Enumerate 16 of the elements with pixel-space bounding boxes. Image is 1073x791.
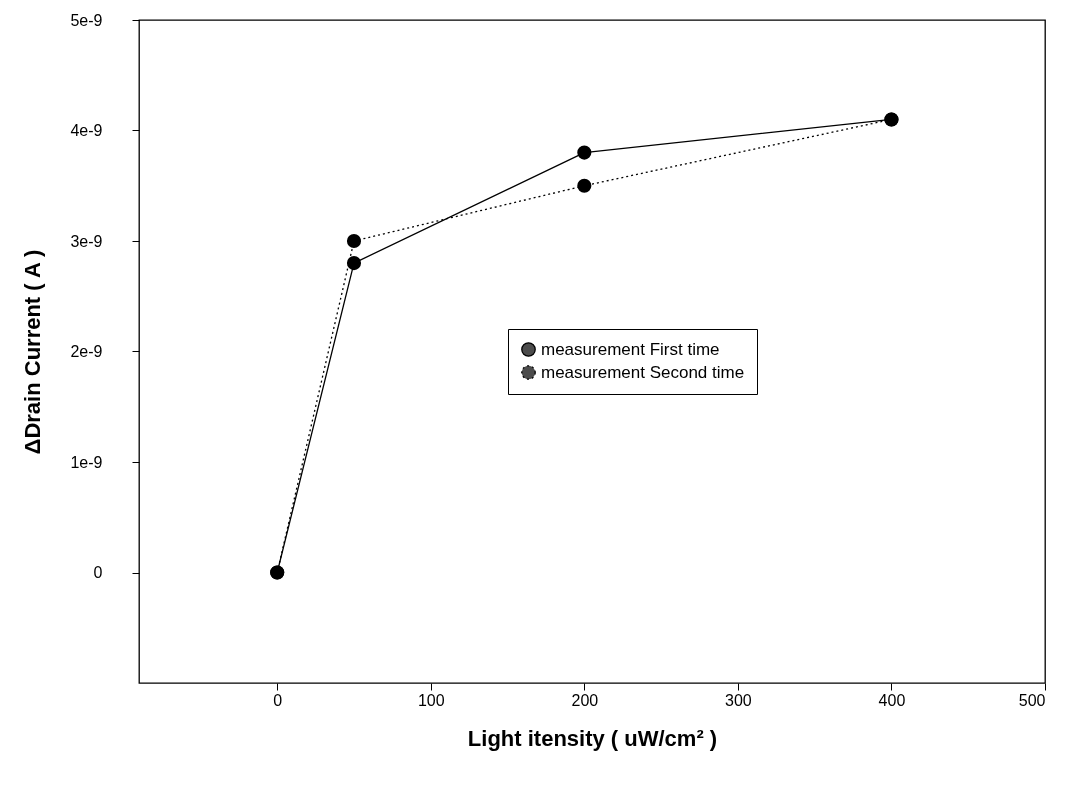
y-tick-label: 4e-9: [70, 122, 103, 139]
x-tick-label: 200: [571, 691, 599, 709]
x-tick-label: 0: [273, 691, 283, 709]
x-tick-label: 300: [725, 691, 752, 709]
x-tick-label: 500: [1018, 691, 1046, 709]
y-tick-label: 3e-9: [70, 232, 103, 250]
legend-label: measurement Second time: [541, 362, 745, 382]
legend-label: measurement First time: [541, 339, 720, 359]
x-tick-label: 400: [878, 691, 906, 709]
y-tick-label: 2e-9: [70, 343, 103, 360]
y-tick-label: 5e-9: [70, 11, 103, 29]
y-tick-label: 1e-9: [70, 453, 103, 471]
y-axis-title: ΔDrain Current ( A ): [20, 249, 46, 455]
x-tick-label: 100: [417, 691, 445, 709]
x-axis-title: Light itensity ( uW/cm² ): [467, 725, 718, 751]
y-tick-label: 0: [93, 564, 103, 581]
